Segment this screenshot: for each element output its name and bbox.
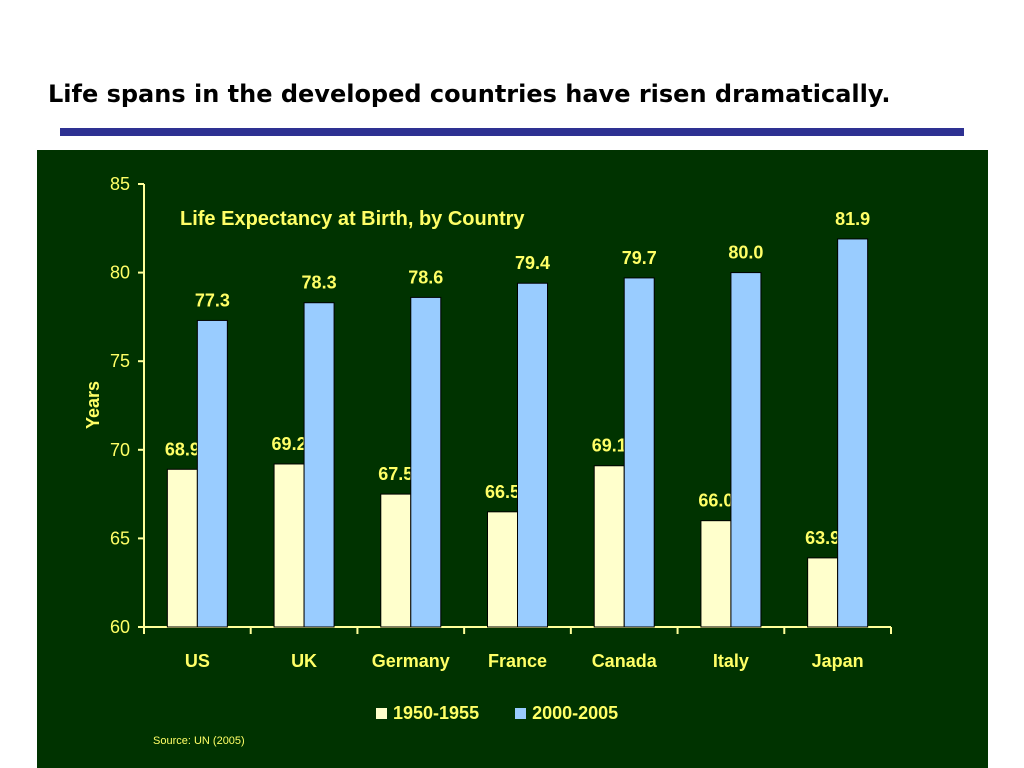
data-label-france-2000-2005: 79.4 [515,253,550,273]
x-tick-label-canada: Canada [592,651,658,671]
bar-italy-2000-2005 [730,272,762,628]
legend-item-2000-2005: 2000-2005 [515,703,618,724]
data-label-us-2000-2005: 77.3 [195,290,230,310]
bar-germany-2000-2005 [410,296,442,628]
chart-title: Life Expectancy at Birth, by Country [180,208,525,230]
bar-italy-1950-1955 [700,520,732,628]
bar-france-1950-1955 [487,511,518,628]
data-label-italy-2000-2005: 80.0 [728,243,763,263]
legend-label-2000-2005: 2000-2005 [532,703,619,723]
data-label-germany-1950-1955: 67.5 [378,464,413,484]
x-tick-label-germany: Germany [372,651,450,671]
y-axis-label: Years [83,381,103,429]
data-label-uk-2000-2005: 78.3 [302,273,337,293]
legend-swatch-1950-1955 [376,708,387,719]
y-tick-label-65: 65 [110,528,130,548]
bar-germany-1950-1955 [380,493,412,628]
x-tick-label-us: US [185,651,210,671]
legend-label-1950-1955: 1950-1955 [393,703,480,723]
data-label-france-1950-1955: 66.5 [485,482,520,502]
slide-title: Life spans in the developed countries ha… [48,80,891,108]
chart-panel [37,150,988,768]
bar-canada-1950-1955 [593,465,625,628]
bar-japan-2000-2005 [837,238,869,628]
y-tick-label-70: 70 [110,440,130,460]
source-note: Source: UN (2005) [153,735,245,747]
chart-legend: 1950-1955 2000-2005 [376,703,654,724]
bar-uk-2000-2005 [303,302,335,628]
data-label-canada-2000-2005: 79.7 [622,248,657,268]
x-tick-label-japan: Japan [812,651,864,671]
bar-uk-1950-1955 [273,463,305,628]
title-rule [60,128,964,136]
y-tick-label-80: 80 [110,263,130,283]
data-label-canada-1950-1955: 69.1 [592,436,627,456]
data-label-germany-2000-2005: 78.6 [408,267,443,287]
x-tick-label-italy: Italy [713,651,749,671]
legend-swatch-2000-2005 [515,708,527,719]
bar-us-1950-1955 [166,468,198,628]
x-tick-label-france: France [488,651,547,671]
bar-canada-2000-2005 [623,277,655,628]
data-label-uk-1950-1955: 69.2 [272,434,307,454]
data-label-us-1950-1955: 68.9 [165,439,200,459]
data-label-italy-1950-1955: 66.0 [698,491,733,511]
bar-france-2000-2005 [517,282,548,628]
x-tick-label-uk: UK [291,651,317,671]
data-label-japan-2000-2005: 81.9 [835,209,870,229]
data-label-japan-1950-1955: 63.9 [805,528,840,548]
bar-japan-1950-1955 [807,557,839,628]
y-tick-label-60: 60 [110,617,130,637]
y-tick-label-75: 75 [110,351,130,371]
y-tick-label-85: 85 [110,174,130,194]
bar-us-2000-2005 [196,319,228,628]
legend-item-1950-1955: 1950-1955 [376,703,479,724]
